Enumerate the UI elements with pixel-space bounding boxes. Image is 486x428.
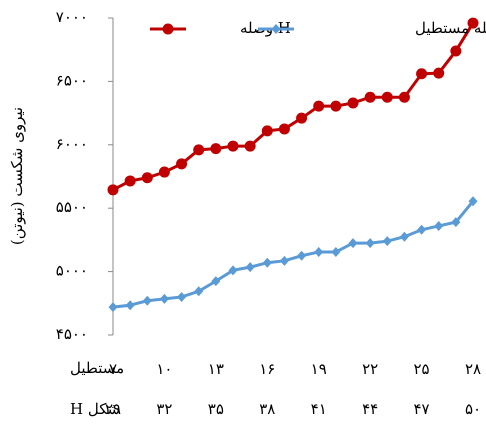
point	[296, 112, 308, 124]
point	[331, 246, 341, 257]
point	[398, 91, 410, 103]
point	[468, 196, 478, 207]
y-tick-label: ۵۰۰۰	[56, 262, 88, 280]
point	[125, 300, 135, 311]
point	[365, 238, 375, 249]
x2-tick-label: ۵۰	[465, 400, 481, 418]
point	[211, 276, 221, 287]
x2-tick-label: ۲۹	[105, 400, 121, 418]
y-tick-label: ۵۵۰۰	[56, 198, 88, 216]
point	[348, 238, 358, 249]
point	[193, 144, 205, 156]
x2-tick-label: ۴۷	[414, 400, 430, 418]
x2-tick-label: ۴۱	[311, 400, 327, 418]
x-tick-label: ۱۰	[156, 360, 172, 378]
point	[433, 67, 445, 79]
x-tick-label: ۲۸	[465, 360, 481, 378]
x-axis-label: مستطیل	[70, 359, 124, 377]
legend-marker	[162, 23, 174, 35]
point	[159, 293, 169, 304]
point	[347, 97, 359, 109]
x2-tick-label: ۳۸	[259, 400, 275, 418]
x-tick-label: ۷	[109, 360, 117, 378]
y-tick-label: ۶۰۰۰	[56, 135, 88, 153]
x-tick-label: ۱۳	[208, 360, 224, 378]
point	[416, 68, 428, 80]
point	[262, 257, 272, 268]
point	[228, 265, 238, 276]
series-line	[112, 200, 475, 309]
x2-tick-label: ۳۵	[208, 400, 224, 418]
point	[278, 123, 290, 135]
point	[177, 291, 187, 302]
point	[244, 140, 256, 152]
x-tick-label: ۲۵	[414, 360, 430, 378]
point	[261, 125, 273, 137]
point	[330, 100, 342, 112]
point	[467, 17, 479, 29]
x2-tick-label: ۳۲	[156, 400, 172, 418]
x2-axis-label: شکل H	[70, 400, 120, 418]
point	[297, 250, 307, 261]
point	[381, 91, 393, 103]
point	[108, 302, 118, 313]
point	[194, 286, 204, 297]
point	[210, 143, 222, 155]
point	[399, 231, 409, 242]
y-tick-label: ۷۰۰۰	[56, 8, 88, 26]
y-axis-label: نیروی شکست (نیوتن)	[8, 107, 26, 245]
x-tick-label: ۲۲	[362, 360, 378, 378]
point	[451, 217, 461, 228]
point	[450, 45, 462, 57]
point	[107, 184, 119, 196]
x-tick-label: ۱۶	[259, 360, 275, 378]
point	[142, 295, 152, 306]
point	[245, 262, 255, 273]
point	[314, 246, 324, 257]
point	[141, 172, 153, 184]
x2-tick-label: ۴۴	[362, 400, 378, 418]
legend-label: وصله مستطیل	[415, 19, 486, 37]
y-tick-label: ۴۵۰۰	[56, 325, 88, 343]
point	[227, 140, 239, 152]
point	[434, 220, 444, 231]
point	[364, 91, 376, 103]
point	[279, 255, 289, 266]
point	[158, 166, 170, 178]
point	[313, 100, 325, 112]
point	[417, 224, 427, 235]
x-tick-label: ۱۹	[311, 360, 327, 378]
point	[124, 175, 136, 187]
point	[382, 236, 392, 247]
series-line	[112, 22, 475, 192]
legend-marker	[271, 24, 281, 34]
point	[176, 158, 188, 170]
y-tick-label: ۶۵۰۰	[56, 71, 88, 89]
